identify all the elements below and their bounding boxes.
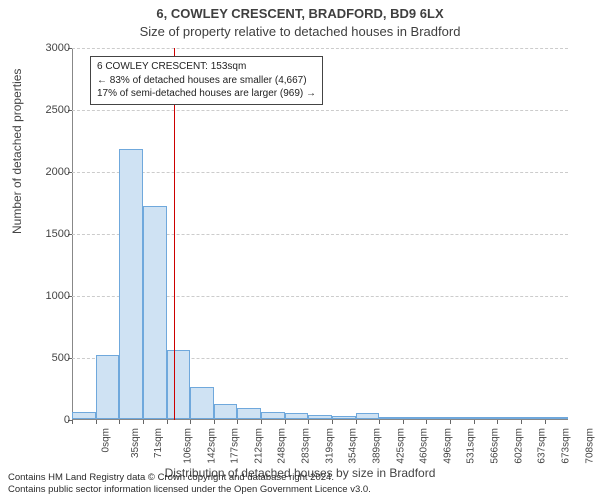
histogram-bar <box>214 404 238 419</box>
histogram-bar <box>261 412 285 419</box>
x-tick <box>545 420 546 424</box>
x-tick <box>167 420 168 424</box>
histogram-bar <box>332 416 356 419</box>
x-tick <box>285 420 286 424</box>
y-tick-label: 3000 <box>30 42 70 54</box>
x-tick-label: 248sqm <box>277 428 288 464</box>
x-tick-label: 283sqm <box>301 428 312 464</box>
x-tick <box>426 420 427 424</box>
histogram-bar <box>308 415 332 419</box>
x-tick-label: 177sqm <box>230 428 241 464</box>
annotation-line3: 17% of semi-detached houses are larger (… <box>97 87 316 101</box>
x-tick <box>143 420 144 424</box>
histogram-bar <box>190 387 214 419</box>
y-tick-label: 0 <box>30 414 70 426</box>
annotation-line2: ← 83% of detached houses are smaller (4,… <box>97 74 316 88</box>
histogram-bar <box>545 417 569 419</box>
gridline <box>72 172 568 173</box>
plot-area: 6 COWLEY CRESCENT: 153sqm← 83% of detach… <box>72 48 568 420</box>
x-tick <box>497 420 498 424</box>
y-tick-label: 1000 <box>30 290 70 302</box>
histogram-bar <box>96 355 120 419</box>
histogram-bar <box>497 417 521 419</box>
x-tick-label: 496sqm <box>442 428 453 464</box>
x-tick-label: 531sqm <box>466 428 477 464</box>
x-tick-label: 460sqm <box>419 428 430 464</box>
page-title-line2: Size of property relative to detached ho… <box>0 24 600 39</box>
x-tick-label: 637sqm <box>537 428 548 464</box>
x-tick-label: 602sqm <box>513 428 524 464</box>
page-title-line1: 6, COWLEY CRESCENT, BRADFORD, BD9 6LX <box>0 6 600 21</box>
x-tick-label: 673sqm <box>561 428 572 464</box>
histogram-bar <box>379 417 403 419</box>
x-tick-label: 106sqm <box>182 428 193 464</box>
y-tick-label: 500 <box>30 352 70 364</box>
x-tick-label: 142sqm <box>206 428 217 464</box>
x-tick-label: 212sqm <box>253 428 264 464</box>
x-tick <box>214 420 215 424</box>
x-tick <box>261 420 262 424</box>
y-tick-label: 2000 <box>30 166 70 178</box>
x-tick-label: 566sqm <box>490 428 501 464</box>
x-tick <box>403 420 404 424</box>
x-tick <box>308 420 309 424</box>
gridline <box>72 48 568 49</box>
x-tick <box>521 420 522 424</box>
footer-attribution: Contains HM Land Registry data © Crown c… <box>8 472 371 496</box>
histogram-bar <box>426 417 450 419</box>
x-tick <box>356 420 357 424</box>
x-tick-label: 71sqm <box>153 428 164 458</box>
gridline <box>72 110 568 111</box>
y-tick-label: 2500 <box>30 104 70 116</box>
histogram-bar <box>237 408 261 419</box>
x-tick <box>474 420 475 424</box>
histogram-bar <box>143 206 167 419</box>
footer-line2: Contains public sector information licen… <box>8 484 371 496</box>
x-tick <box>237 420 238 424</box>
histogram-bar <box>167 350 191 419</box>
y-tick-label: 1500 <box>30 228 70 240</box>
x-tick-label: 708sqm <box>584 428 595 464</box>
histogram-bar <box>72 412 96 419</box>
x-tick <box>72 420 73 424</box>
x-tick <box>332 420 333 424</box>
y-axis-label: Number of detached properties <box>10 69 24 234</box>
histogram-bar <box>403 417 427 419</box>
footer-line1: Contains HM Land Registry data © Crown c… <box>8 472 371 484</box>
annotation-box: 6 COWLEY CRESCENT: 153sqm← 83% of detach… <box>90 56 323 105</box>
histogram-bar <box>285 413 309 419</box>
x-tick-label: 425sqm <box>395 428 406 464</box>
histogram-bar <box>450 417 474 419</box>
x-tick <box>119 420 120 424</box>
x-tick <box>379 420 380 424</box>
histogram-bar <box>356 413 380 419</box>
histogram-bar <box>119 149 143 419</box>
chart-page: 6, COWLEY CRESCENT, BRADFORD, BD9 6LX Si… <box>0 0 600 500</box>
x-tick <box>450 420 451 424</box>
x-tick-label: 35sqm <box>130 428 141 458</box>
histogram-bar <box>474 417 498 419</box>
x-tick <box>190 420 191 424</box>
x-axis <box>72 419 568 420</box>
x-tick <box>96 420 97 424</box>
annotation-line1: 6 COWLEY CRESCENT: 153sqm <box>97 60 316 74</box>
x-tick-label: 354sqm <box>348 428 359 464</box>
x-tick-label: 0sqm <box>100 428 111 452</box>
x-tick-label: 389sqm <box>372 428 383 464</box>
x-tick-label: 319sqm <box>324 428 335 464</box>
histogram-bar <box>521 417 545 419</box>
